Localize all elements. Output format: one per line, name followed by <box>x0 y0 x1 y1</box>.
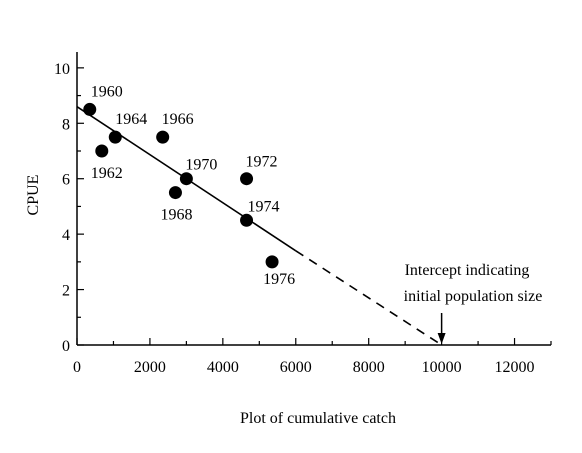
data-point <box>83 102 97 116</box>
point-label: 1970 <box>185 157 217 174</box>
y-tick-label: 6 <box>62 172 70 189</box>
x-tick-label: 6000 <box>280 359 312 376</box>
annotation-arrow-head <box>437 333 446 344</box>
x-tick-label: 8000 <box>353 359 385 376</box>
data-point <box>179 172 193 186</box>
data-point <box>240 213 254 227</box>
point-label: 1964 <box>115 111 147 128</box>
data-point <box>240 172 254 186</box>
axes: 0 2000 4000 6000 8000 10000 12000 0 2 4 6 8 10 <box>54 52 552 376</box>
annotation-line-1: Intercept indicating <box>405 262 530 279</box>
y-tick-label: 0 <box>62 338 70 355</box>
regression-line-group <box>76 105 443 346</box>
x-tick-label: 4000 <box>207 359 239 376</box>
x-tick-label: 0 <box>73 359 81 376</box>
y-tick-label: 4 <box>62 227 70 244</box>
x-tick-label: 2000 <box>134 359 166 376</box>
data-point <box>108 130 122 144</box>
x-tick-label: 10000 <box>422 359 462 376</box>
data-point <box>168 186 182 200</box>
point-labels: 1960 1962 1964 1966 1968 1970 1972 1974 1976 <box>91 83 295 287</box>
point-label: 1968 <box>160 207 192 224</box>
point-label: 1976 <box>263 271 295 288</box>
y-tick-label: 10 <box>54 61 70 78</box>
data-points <box>83 102 279 269</box>
regression-line-dashed <box>295 250 443 346</box>
x-axis-title: Plot of cumulative catch <box>240 410 396 427</box>
x-tick-label: 12000 <box>495 359 535 376</box>
y-axis-title: CPUE <box>25 175 42 216</box>
point-label: 1974 <box>248 198 280 215</box>
point-label: 1972 <box>246 154 278 171</box>
data-point <box>156 130 170 144</box>
intercept-annotation: Intercept indicating initial population … <box>404 262 543 344</box>
y-tick-label: 2 <box>62 283 70 300</box>
point-label: 1960 <box>91 83 123 100</box>
data-point <box>95 144 109 158</box>
point-label: 1962 <box>91 165 123 182</box>
y-tick-label: 8 <box>62 116 70 133</box>
annotation-line-2: initial population size <box>404 288 543 305</box>
data-point <box>265 255 279 269</box>
point-label: 1966 <box>162 111 194 128</box>
